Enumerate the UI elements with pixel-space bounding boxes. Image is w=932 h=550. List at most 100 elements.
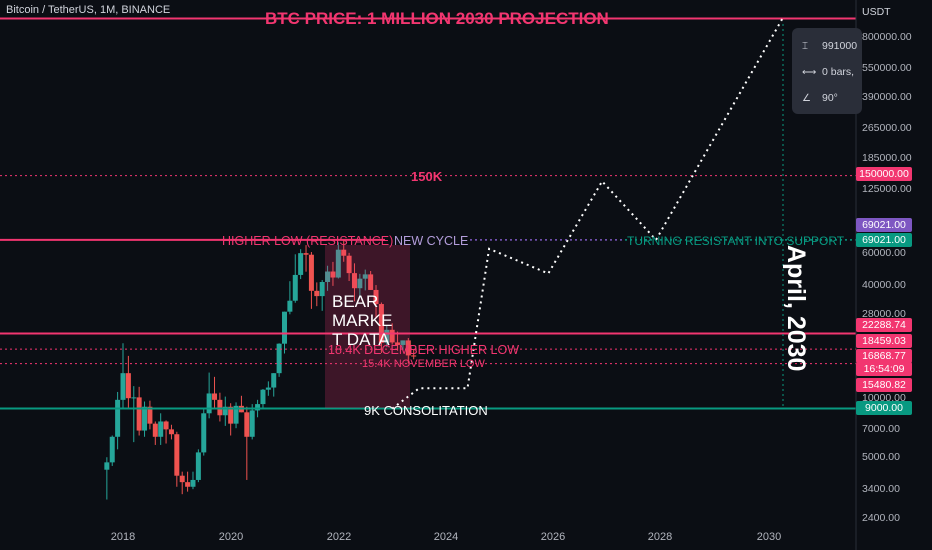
time-tick: 2030 — [756, 531, 782, 543]
candle[interactable] — [405, 338, 411, 364]
candle[interactable] — [190, 471, 196, 490]
candle-body — [282, 311, 287, 344]
candle[interactable] — [244, 406, 250, 480]
candle[interactable] — [335, 242, 341, 279]
candle[interactable] — [249, 404, 255, 440]
candle-body — [330, 271, 336, 278]
candle[interactable] — [384, 324, 390, 348]
candle[interactable] — [142, 401, 148, 437]
candle[interactable] — [222, 396, 228, 426]
price-tag-69021-teal[interactable]: 69021.00 — [856, 233, 912, 247]
candle[interactable] — [362, 269, 368, 291]
currency-label: USDT — [862, 6, 891, 18]
candle[interactable] — [368, 270, 374, 290]
candle[interactable] — [260, 388, 266, 409]
time-tick: 2020 — [218, 531, 244, 543]
tooltip-bars: 0 bars, — [822, 66, 855, 78]
candle[interactable] — [265, 381, 271, 396]
candle[interactable] — [341, 239, 347, 262]
candle[interactable] — [206, 372, 212, 419]
candle-body — [400, 340, 406, 345]
candle[interactable] — [115, 391, 121, 450]
price-tag-18459[interactable]: 18459.03 — [856, 334, 912, 348]
time-tick: 2022 — [326, 531, 352, 543]
candle[interactable] — [411, 349, 417, 360]
price-tick: 7000.00 — [862, 423, 900, 435]
price-tick: 5000.00 — [862, 451, 900, 463]
candle[interactable] — [174, 431, 180, 487]
symbol-title[interactable]: Bitcoin / TetherUS, 1M, BINANCE — [6, 4, 171, 16]
candle[interactable] — [163, 420, 169, 444]
candle[interactable] — [125, 355, 131, 409]
bear-market-zone — [325, 245, 410, 408]
candle-body — [185, 482, 191, 487]
candle-body — [265, 387, 271, 390]
candle-body — [368, 274, 374, 290]
consolidation-label: 9K CONSOLITATION — [364, 403, 488, 418]
candle[interactable] — [168, 424, 174, 440]
candle[interactable] — [212, 376, 218, 408]
candle[interactable] — [271, 373, 277, 397]
candle[interactable] — [400, 340, 406, 351]
candle[interactable] — [131, 386, 137, 443]
candle-body — [249, 410, 255, 437]
candle-body — [109, 436, 115, 463]
candle[interactable] — [136, 386, 142, 436]
candle-body — [319, 281, 325, 297]
candle-body — [163, 421, 169, 430]
candle[interactable] — [233, 402, 239, 429]
candle[interactable] — [325, 265, 331, 291]
candle[interactable] — [158, 413, 164, 445]
candle[interactable] — [152, 421, 158, 445]
candle[interactable] — [319, 280, 325, 311]
candle[interactable] — [357, 273, 363, 298]
candle[interactable] — [308, 252, 314, 309]
candle-body — [373, 289, 379, 305]
price-tick: 2400.00 — [862, 512, 900, 524]
candle[interactable] — [378, 302, 384, 354]
candle[interactable] — [373, 285, 379, 319]
candle-body — [260, 389, 266, 405]
candle-body — [217, 399, 223, 416]
candle[interactable] — [276, 343, 282, 377]
price-tag-9000[interactable]: 9000.00 — [856, 401, 912, 415]
candle[interactable] — [120, 343, 126, 409]
candle[interactable] — [201, 408, 207, 456]
candle[interactable] — [238, 395, 244, 413]
price-tick: 40000.00 — [862, 279, 906, 291]
candle[interactable] — [185, 471, 191, 492]
price-tick: 60000.00 — [862, 247, 906, 259]
candle[interactable] — [195, 449, 201, 483]
projection-title: BTC PRICE: 1 MILLION 2030 PROJECTION — [265, 9, 609, 28]
candle-body — [335, 249, 341, 278]
candle[interactable] — [298, 249, 304, 280]
candle[interactable] — [314, 282, 320, 307]
candle-body — [125, 373, 131, 399]
price-tag-countdown[interactable]: 16:54:09 — [856, 362, 912, 376]
candle[interactable] — [287, 281, 293, 315]
candle[interactable] — [395, 331, 401, 351]
candle[interactable] — [104, 457, 110, 500]
candle-body — [222, 406, 228, 416]
candle[interactable] — [109, 435, 115, 466]
candle-body — [212, 393, 218, 400]
tooltip-angle-row: ∠ 90° — [802, 92, 838, 104]
price-tag-16868[interactable]: 16868.77 — [856, 349, 912, 363]
price-tag-22288[interactable]: 22288.74 — [856, 318, 912, 332]
candle[interactable] — [147, 400, 153, 430]
price-tag-69021-purple[interactable]: 69021.00 — [856, 218, 912, 232]
price-tag-15480[interactable]: 15480.82 — [856, 378, 912, 392]
price-tag-150000[interactable]: 150000.00 — [856, 167, 912, 181]
candle-body — [308, 254, 314, 291]
time-tick: 2024 — [433, 531, 459, 543]
candle[interactable] — [303, 245, 309, 272]
measure-tooltip[interactable]: ⌶ 991000 ⟷ 0 bars, ∠ 90° — [792, 28, 862, 114]
candle-body — [255, 404, 261, 411]
candle[interactable] — [330, 261, 336, 286]
candle[interactable] — [217, 392, 223, 422]
candle[interactable] — [351, 263, 357, 302]
candle[interactable] — [292, 254, 298, 303]
candle[interactable] — [346, 252, 352, 282]
candle[interactable] — [179, 471, 185, 495]
